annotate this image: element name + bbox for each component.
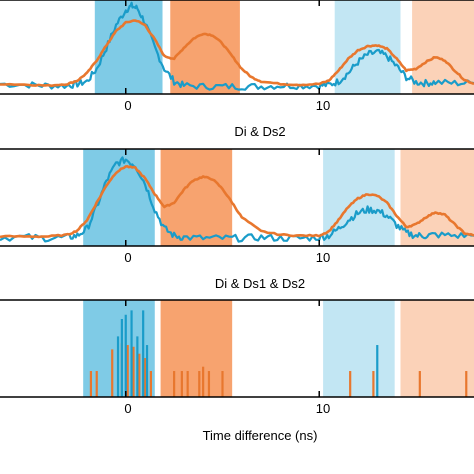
band-light_orange-3	[400, 300, 474, 397]
x-tick-label-10: 10	[316, 98, 330, 113]
series-orange-line	[0, 19, 474, 88]
band-orange-1	[170, 0, 240, 94]
band-orange-1	[160, 300, 233, 397]
series-orange-line	[0, 165, 474, 239]
x-tick-label-0: 0	[124, 250, 131, 265]
band-light_blue-2	[323, 300, 395, 397]
x-tick-label-10: 10	[316, 250, 330, 265]
panel-1-caption: Di & Ds2	[234, 124, 285, 139]
panel-2-caption: Di & Ds1 & Ds2	[215, 276, 305, 291]
x-tick-label-0: 0	[124, 98, 131, 113]
panel-di-ds1-ds2	[0, 148, 474, 247]
x-tick-label-0: 0	[124, 401, 131, 416]
panel-di-ds2	[0, 0, 474, 95]
x-axis-label: Time difference (ns)	[203, 428, 318, 443]
panel-time-difference	[0, 299, 474, 398]
band-orange-1	[160, 149, 233, 246]
x-tick-label-10: 10	[316, 401, 330, 416]
series-blue-line	[0, 1, 474, 91]
